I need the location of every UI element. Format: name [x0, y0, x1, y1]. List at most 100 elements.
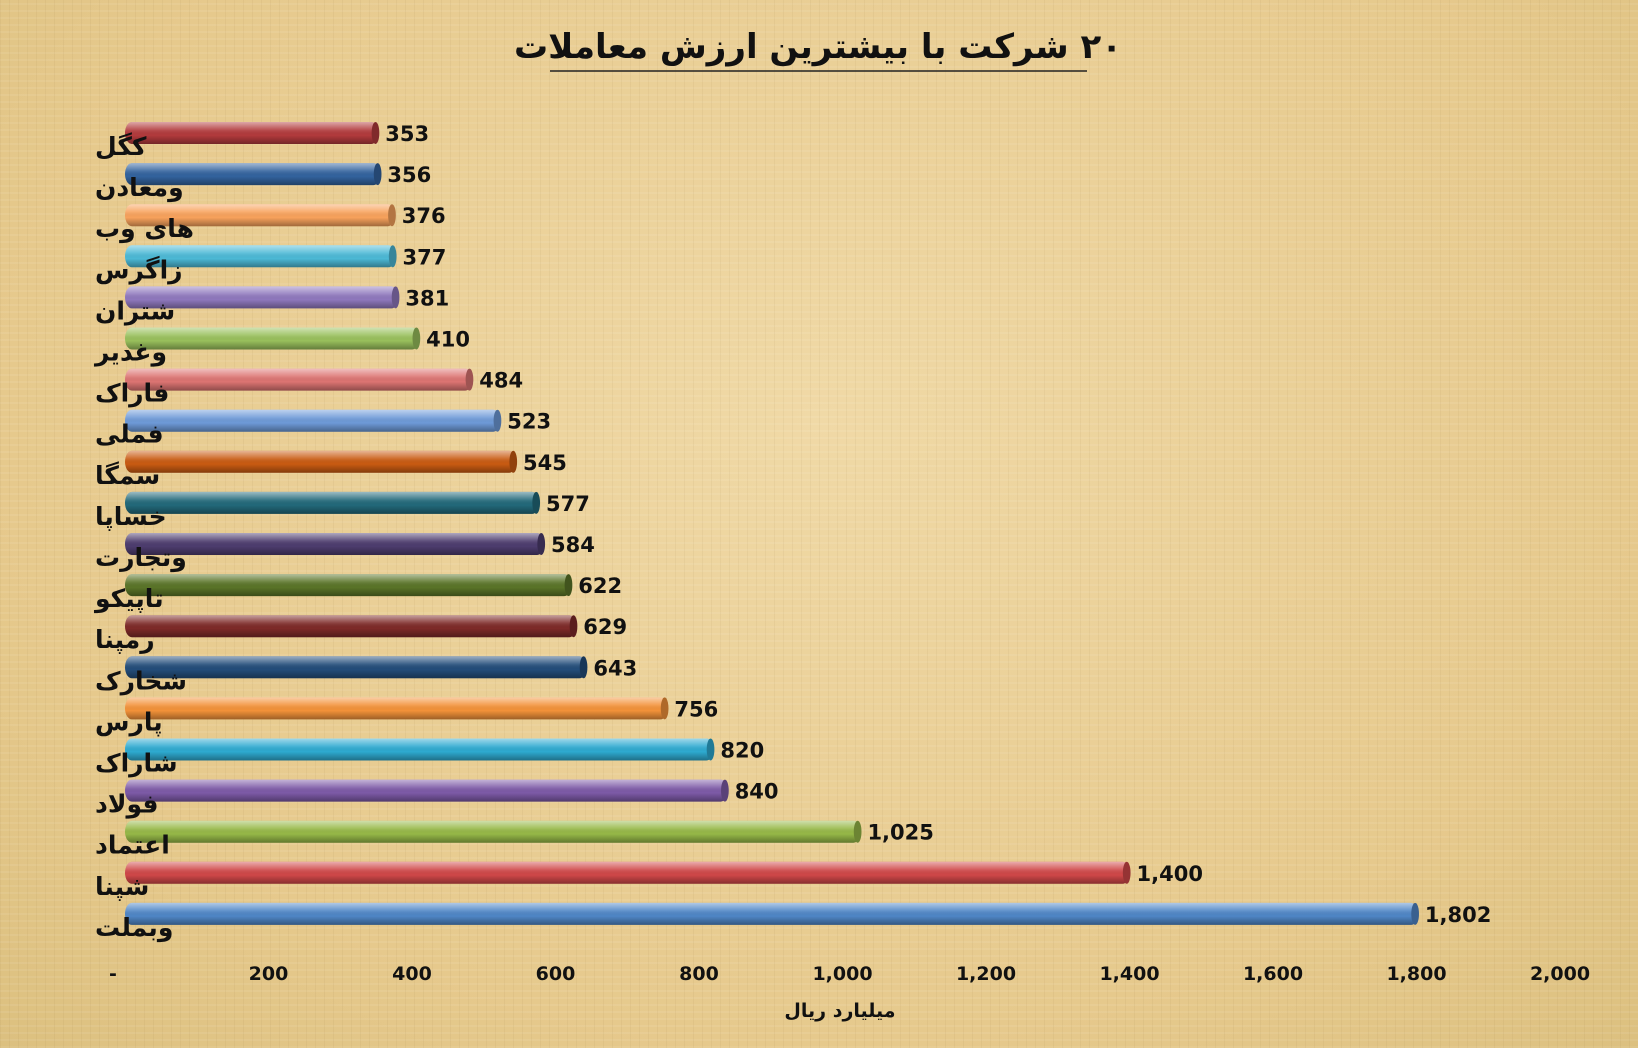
category-label: وبملت [95, 913, 173, 943]
category-label: ومعادن [95, 173, 184, 203]
bar-end-cap [371, 122, 380, 144]
bar-end-cap [493, 409, 502, 432]
bar-shine [125, 286, 399, 309]
bar-group: کگل 353 [95, 122, 429, 161]
x-axis-ticks: - 200 400 600 800 1,000 1,200 1,400 1,600 1,800 2,… [109, 963, 1590, 985]
bar-end-cap [569, 615, 578, 638]
category-label: وتجارت [95, 543, 187, 573]
category-label: زاگرس [95, 255, 183, 285]
bar-shine [125, 656, 587, 679]
bar-shine [125, 491, 539, 514]
x-tick-label: 2,000 [1530, 963, 1590, 985]
value-label: 840 [735, 780, 779, 804]
bar-end-cap [579, 656, 588, 679]
x-tick-label: 1,400 [1099, 963, 1159, 985]
category-label: شپنا [95, 872, 149, 901]
x-tick-label: 1,200 [956, 963, 1016, 985]
bar-group: شخارک 643 [95, 656, 637, 695]
bar-end-cap [373, 163, 382, 186]
chart-title: ۲۰ شرکت با بیشترین ارزش معاملات [514, 27, 1122, 67]
value-label: 484 [479, 369, 523, 393]
bar-shine [125, 204, 395, 227]
category-label: وغدیر [93, 338, 167, 368]
value-label: 377 [402, 245, 446, 269]
bar-end-cap [388, 204, 396, 227]
bar-shine [125, 697, 668, 720]
category-label: فملی [95, 420, 164, 449]
bar-group: های وب 376 [95, 204, 446, 244]
category-label: خساپا [95, 502, 167, 531]
bar-end-cap [388, 245, 397, 268]
bar-end-cap [465, 368, 474, 391]
bar-end-cap [660, 697, 669, 720]
value-label: 353 [385, 122, 429, 146]
x-tick-label: 800 [679, 963, 719, 985]
bar-end-cap [537, 533, 546, 555]
value-label: 410 [426, 328, 470, 352]
value-label: 584 [551, 533, 595, 557]
bar-shine [125, 368, 473, 391]
x-tick-label: 400 [392, 963, 432, 985]
category-label: رمپنا [95, 625, 155, 654]
x-tick-label: 1,600 [1243, 963, 1303, 985]
value-label: 577 [546, 492, 590, 516]
x-tick-label: 1,800 [1386, 963, 1446, 985]
bar-end-cap [532, 491, 541, 514]
bar-group: وبملت 1,802 [95, 902, 1491, 943]
bar-shine [125, 245, 396, 268]
value-label: 629 [583, 615, 627, 639]
value-label: 1,802 [1425, 903, 1491, 927]
bar-shine [125, 615, 577, 638]
bar-group: زاگرس 377 [95, 245, 446, 285]
bar-group: سمگا 545 [95, 450, 567, 490]
bar-group: شپنا 1,400 [95, 861, 1203, 901]
bar-group: وتجارت 584 [95, 533, 595, 573]
category-label: شاراک [95, 749, 178, 778]
bar-shine [125, 450, 517, 473]
bar-end-cap [853, 820, 862, 843]
bar-end-cap [1122, 861, 1131, 884]
bar-end-cap [1411, 902, 1419, 925]
bar-group: شتران 381 [95, 286, 449, 326]
category-label: کگل [95, 132, 147, 161]
bar-group: پارس 756 [95, 697, 718, 736]
bar-group: فملی 523 [95, 409, 551, 449]
category-label: فاراک [95, 379, 169, 408]
bar-shine [125, 779, 728, 802]
bar-group: فولاد 840 [95, 779, 779, 820]
bar-shine [125, 861, 1130, 884]
category-label: شتران [95, 296, 175, 326]
bar-shine [125, 122, 379, 144]
x-tick-label: 1,000 [812, 963, 872, 985]
bar-end-cap [412, 327, 421, 350]
category-label: فولاد [95, 790, 159, 820]
bar-end-cap [509, 450, 518, 473]
category-label: اعتماد [95, 831, 170, 860]
bar-group: رمپنا 629 [95, 615, 627, 654]
category-label: های وب [95, 214, 194, 244]
bar-shine [125, 820, 861, 843]
bar-shine [125, 327, 420, 350]
category-label: تاپیکو [93, 584, 164, 614]
bar-shine [125, 409, 501, 432]
x-tick-label: 200 [249, 963, 289, 985]
bar-group: شاراک 820 [95, 738, 764, 778]
bar-end-cap [721, 779, 729, 802]
value-label: 643 [593, 656, 637, 680]
value-label: 381 [405, 286, 449, 310]
bar-end-cap [564, 574, 573, 597]
bar-shine [125, 738, 714, 761]
bar-shine [125, 902, 1418, 925]
bar-group: اعتماد 1,025 [95, 820, 934, 860]
bar-group: وغدیر 410 [93, 327, 470, 368]
value-label: 523 [507, 410, 551, 434]
bar-group: تاپیکو 622 [93, 574, 622, 614]
bar-group: فاراک 484 [95, 368, 523, 408]
bar-shine [125, 163, 381, 186]
bars-group: کگل 353 ومعادن 356 های وب 376 زاگرس 377 شتران 381… [93, 122, 1491, 943]
value-label: 356 [387, 163, 431, 187]
value-label: 545 [523, 451, 567, 475]
category-label: سمگا [95, 461, 160, 490]
bar-shine [125, 533, 545, 555]
x-tick-label: - [109, 963, 117, 985]
